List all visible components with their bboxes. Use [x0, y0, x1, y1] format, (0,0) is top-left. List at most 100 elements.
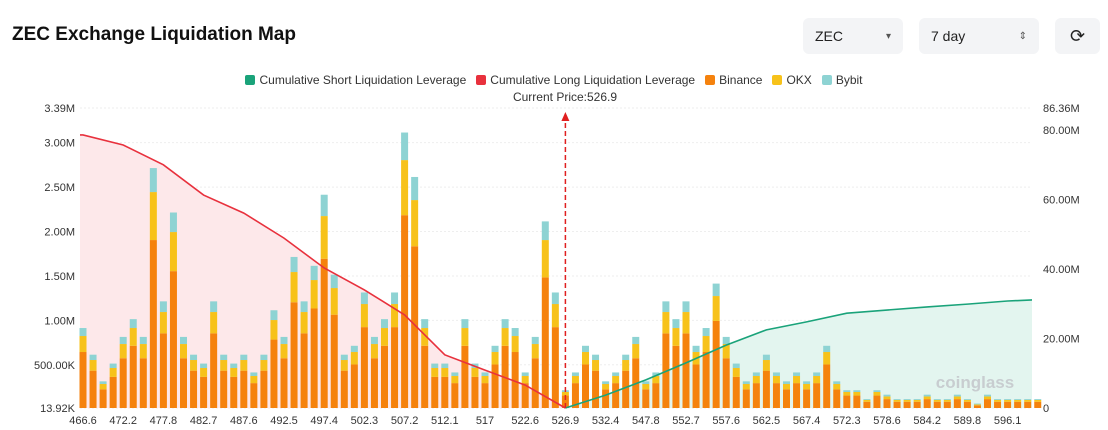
bar-okx — [612, 376, 620, 384]
bar-okx — [943, 400, 951, 402]
cumulative-short-line — [565, 299, 1033, 409]
bar-bybit — [401, 132, 409, 161]
bar-okx — [994, 400, 1002, 402]
legend-item-long[interactable]: Cumulative Long Liquidation Leverage — [476, 73, 695, 87]
x-tick-label: 466.6 — [69, 415, 97, 427]
bar-okx — [883, 396, 891, 400]
bar-bybit — [873, 390, 881, 393]
bar-bybit — [79, 328, 87, 337]
x-tick-label: 517 — [476, 415, 494, 427]
bar-okx — [240, 360, 248, 371]
bar-bybit — [230, 363, 238, 369]
bar-binance — [99, 389, 107, 408]
legend-item-short[interactable]: Cumulative Short Liquidation Leverage — [245, 73, 466, 87]
bar-bybit — [89, 354, 97, 361]
bar-bybit — [973, 403, 981, 405]
range-select[interactable]: 7 day ⇕ — [919, 18, 1039, 54]
bar-okx — [119, 344, 127, 359]
x-tick-label: 477.8 — [150, 415, 178, 427]
bar-binance — [521, 383, 529, 408]
bar-okx — [350, 352, 358, 365]
bar-bybit — [551, 292, 559, 305]
bar-okx — [632, 344, 640, 359]
legend-swatch — [821, 75, 832, 85]
bar-bybit — [933, 399, 941, 401]
bar-okx — [109, 368, 117, 377]
bar-binance — [883, 399, 891, 408]
legend-swatch — [476, 75, 487, 85]
bar-binance — [260, 370, 268, 408]
legend-item-okx[interactable]: OKX — [772, 73, 812, 87]
refresh-icon: ⟳ — [1069, 25, 1086, 46]
legend-item-binance[interactable]: Binance — [705, 73, 762, 87]
bar-okx — [984, 396, 991, 400]
bar-okx — [973, 404, 981, 406]
bar-okx — [592, 360, 600, 371]
bar-bybit — [320, 194, 328, 217]
bar-binance — [702, 352, 710, 408]
bar-bybit — [391, 292, 399, 305]
refresh-button[interactable]: ⟳ — [1055, 18, 1100, 54]
bar-bybit — [250, 372, 258, 377]
bar-okx — [582, 352, 589, 365]
bar-bybit — [330, 274, 338, 289]
x-tick-label: 567.4 — [793, 415, 821, 427]
bar-okx — [370, 344, 378, 359]
bar-okx — [210, 312, 218, 334]
watermark-logo: coinglass — [936, 373, 1014, 392]
bar-bybit — [883, 394, 891, 397]
bar-okx — [813, 376, 821, 384]
x-tick-label: 482.7 — [190, 415, 218, 427]
bar-binance — [350, 364, 358, 408]
bar-binance — [159, 333, 167, 408]
bar-bybit — [421, 319, 429, 329]
bar-binance — [642, 389, 650, 408]
bar-bybit — [531, 336, 539, 345]
bar-okx — [421, 328, 429, 346]
bar-binance — [421, 345, 429, 408]
bar-okx — [953, 396, 961, 400]
legend-label: Cumulative Short Liquidation Leverage — [259, 73, 467, 87]
bar-okx — [762, 360, 770, 371]
bar-bybit — [129, 319, 137, 329]
bar-bybit — [159, 301, 167, 313]
bar-binance — [571, 383, 579, 408]
current-price-arrow-icon — [561, 112, 570, 121]
bar-bybit — [893, 399, 901, 401]
bar-okx — [793, 376, 801, 384]
bar-okx — [823, 352, 831, 365]
bar-bybit — [280, 336, 288, 345]
bar-okx — [401, 160, 409, 216]
bar-okx — [129, 328, 137, 346]
x-tick-label: 472.2 — [109, 415, 137, 427]
bar-binance — [943, 401, 951, 408]
x-tick-label: 507.2 — [391, 415, 419, 427]
bar-binance — [119, 358, 127, 408]
y-right-tick-label: 86.36M — [1043, 103, 1080, 115]
bar-bybit — [923, 394, 931, 397]
bar-okx — [320, 216, 328, 259]
bar-okx — [310, 280, 318, 309]
bar-binance — [602, 389, 610, 408]
bar-binance — [873, 395, 881, 408]
coin-select[interactable]: ZEC ▾ — [803, 18, 903, 54]
bar-bybit — [963, 399, 971, 401]
bar-bybit — [994, 399, 1002, 401]
y-right-tick-label: 80.00M — [1043, 125, 1080, 137]
x-tick-label: 497.4 — [310, 415, 338, 427]
short-area — [565, 299, 1032, 408]
bar-okx — [481, 376, 489, 384]
bar-bybit — [260, 354, 268, 361]
bar-binance — [923, 399, 931, 408]
bar-okx — [933, 400, 941, 402]
bar-okx — [290, 272, 298, 303]
bar-binance — [300, 333, 308, 408]
bar-bybit — [109, 363, 117, 369]
bar-okx — [79, 336, 87, 353]
bar-bybit — [662, 301, 670, 313]
bar-okx — [99, 384, 107, 390]
bar-okx — [149, 192, 157, 241]
bar-okx — [260, 360, 268, 371]
legend-item-bybit[interactable]: Bybit — [821, 73, 863, 87]
bar-binance — [481, 383, 489, 408]
